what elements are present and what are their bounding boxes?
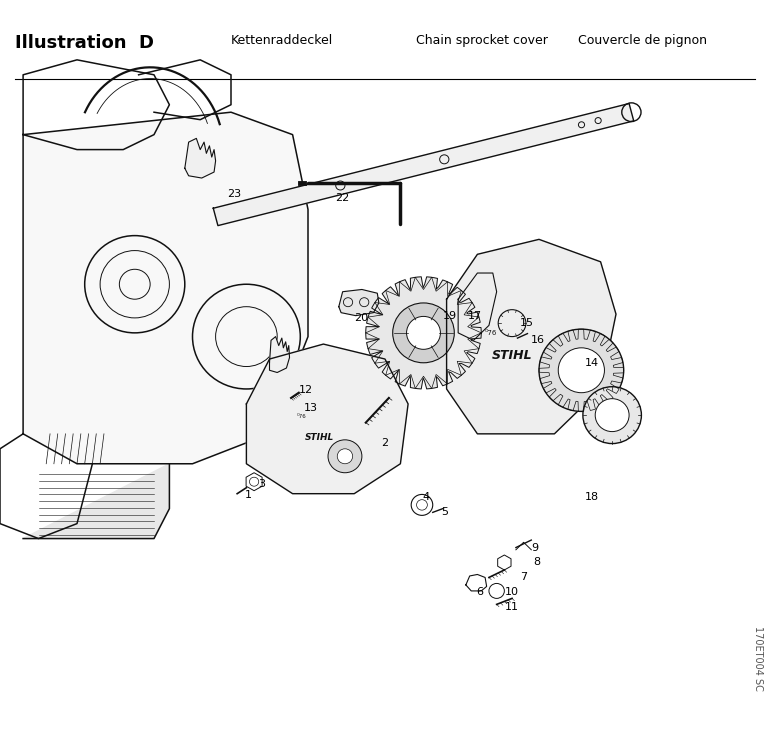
Text: 2: 2	[381, 438, 388, 448]
Text: ᴼ76: ᴼ76	[297, 414, 306, 419]
Polygon shape	[213, 103, 634, 226]
Polygon shape	[447, 239, 616, 434]
Text: 8: 8	[534, 557, 541, 568]
Text: STIHL: STIHL	[305, 433, 334, 442]
Text: 23: 23	[227, 189, 241, 200]
Circle shape	[583, 387, 641, 444]
Text: Illustration  D: Illustration D	[15, 34, 155, 52]
Circle shape	[407, 316, 440, 349]
Text: 1: 1	[245, 490, 252, 500]
Text: 14: 14	[585, 358, 599, 368]
Text: ᴼ76: ᴼ76	[484, 330, 497, 336]
Text: 12: 12	[299, 385, 313, 396]
Text: Kettenraddeckel: Kettenraddeckel	[231, 34, 333, 46]
Text: 10: 10	[504, 587, 518, 598]
Text: 15: 15	[520, 318, 534, 328]
Circle shape	[595, 399, 629, 432]
Text: 9: 9	[531, 542, 538, 553]
Text: 170ET004 SC: 170ET004 SC	[754, 626, 763, 690]
Circle shape	[558, 348, 604, 393]
Polygon shape	[270, 337, 290, 373]
Circle shape	[337, 449, 353, 464]
Polygon shape	[23, 464, 169, 539]
Text: 5: 5	[441, 507, 448, 518]
Text: 11: 11	[504, 602, 518, 613]
Circle shape	[328, 440, 362, 473]
Circle shape	[393, 303, 454, 363]
Text: Couvercle de pignon: Couvercle de pignon	[578, 34, 707, 46]
Text: 20: 20	[354, 313, 368, 323]
Text: 16: 16	[531, 335, 545, 346]
Polygon shape	[185, 138, 216, 178]
Text: 18: 18	[585, 492, 599, 503]
Text: Chain sprocket cover: Chain sprocket cover	[416, 34, 547, 46]
Polygon shape	[339, 289, 379, 316]
Text: 7: 7	[520, 572, 527, 583]
Polygon shape	[23, 112, 308, 464]
Text: STIHL: STIHL	[492, 349, 532, 362]
Text: 3: 3	[258, 479, 265, 489]
Circle shape	[539, 329, 624, 411]
Polygon shape	[458, 273, 497, 340]
Text: 13: 13	[304, 402, 318, 413]
Polygon shape	[246, 344, 408, 494]
Text: 6: 6	[476, 587, 483, 598]
Text: 4: 4	[422, 492, 429, 503]
Text: 17: 17	[468, 310, 482, 321]
Text: 19: 19	[443, 310, 457, 321]
Polygon shape	[366, 277, 481, 389]
Text: 22: 22	[335, 193, 350, 203]
